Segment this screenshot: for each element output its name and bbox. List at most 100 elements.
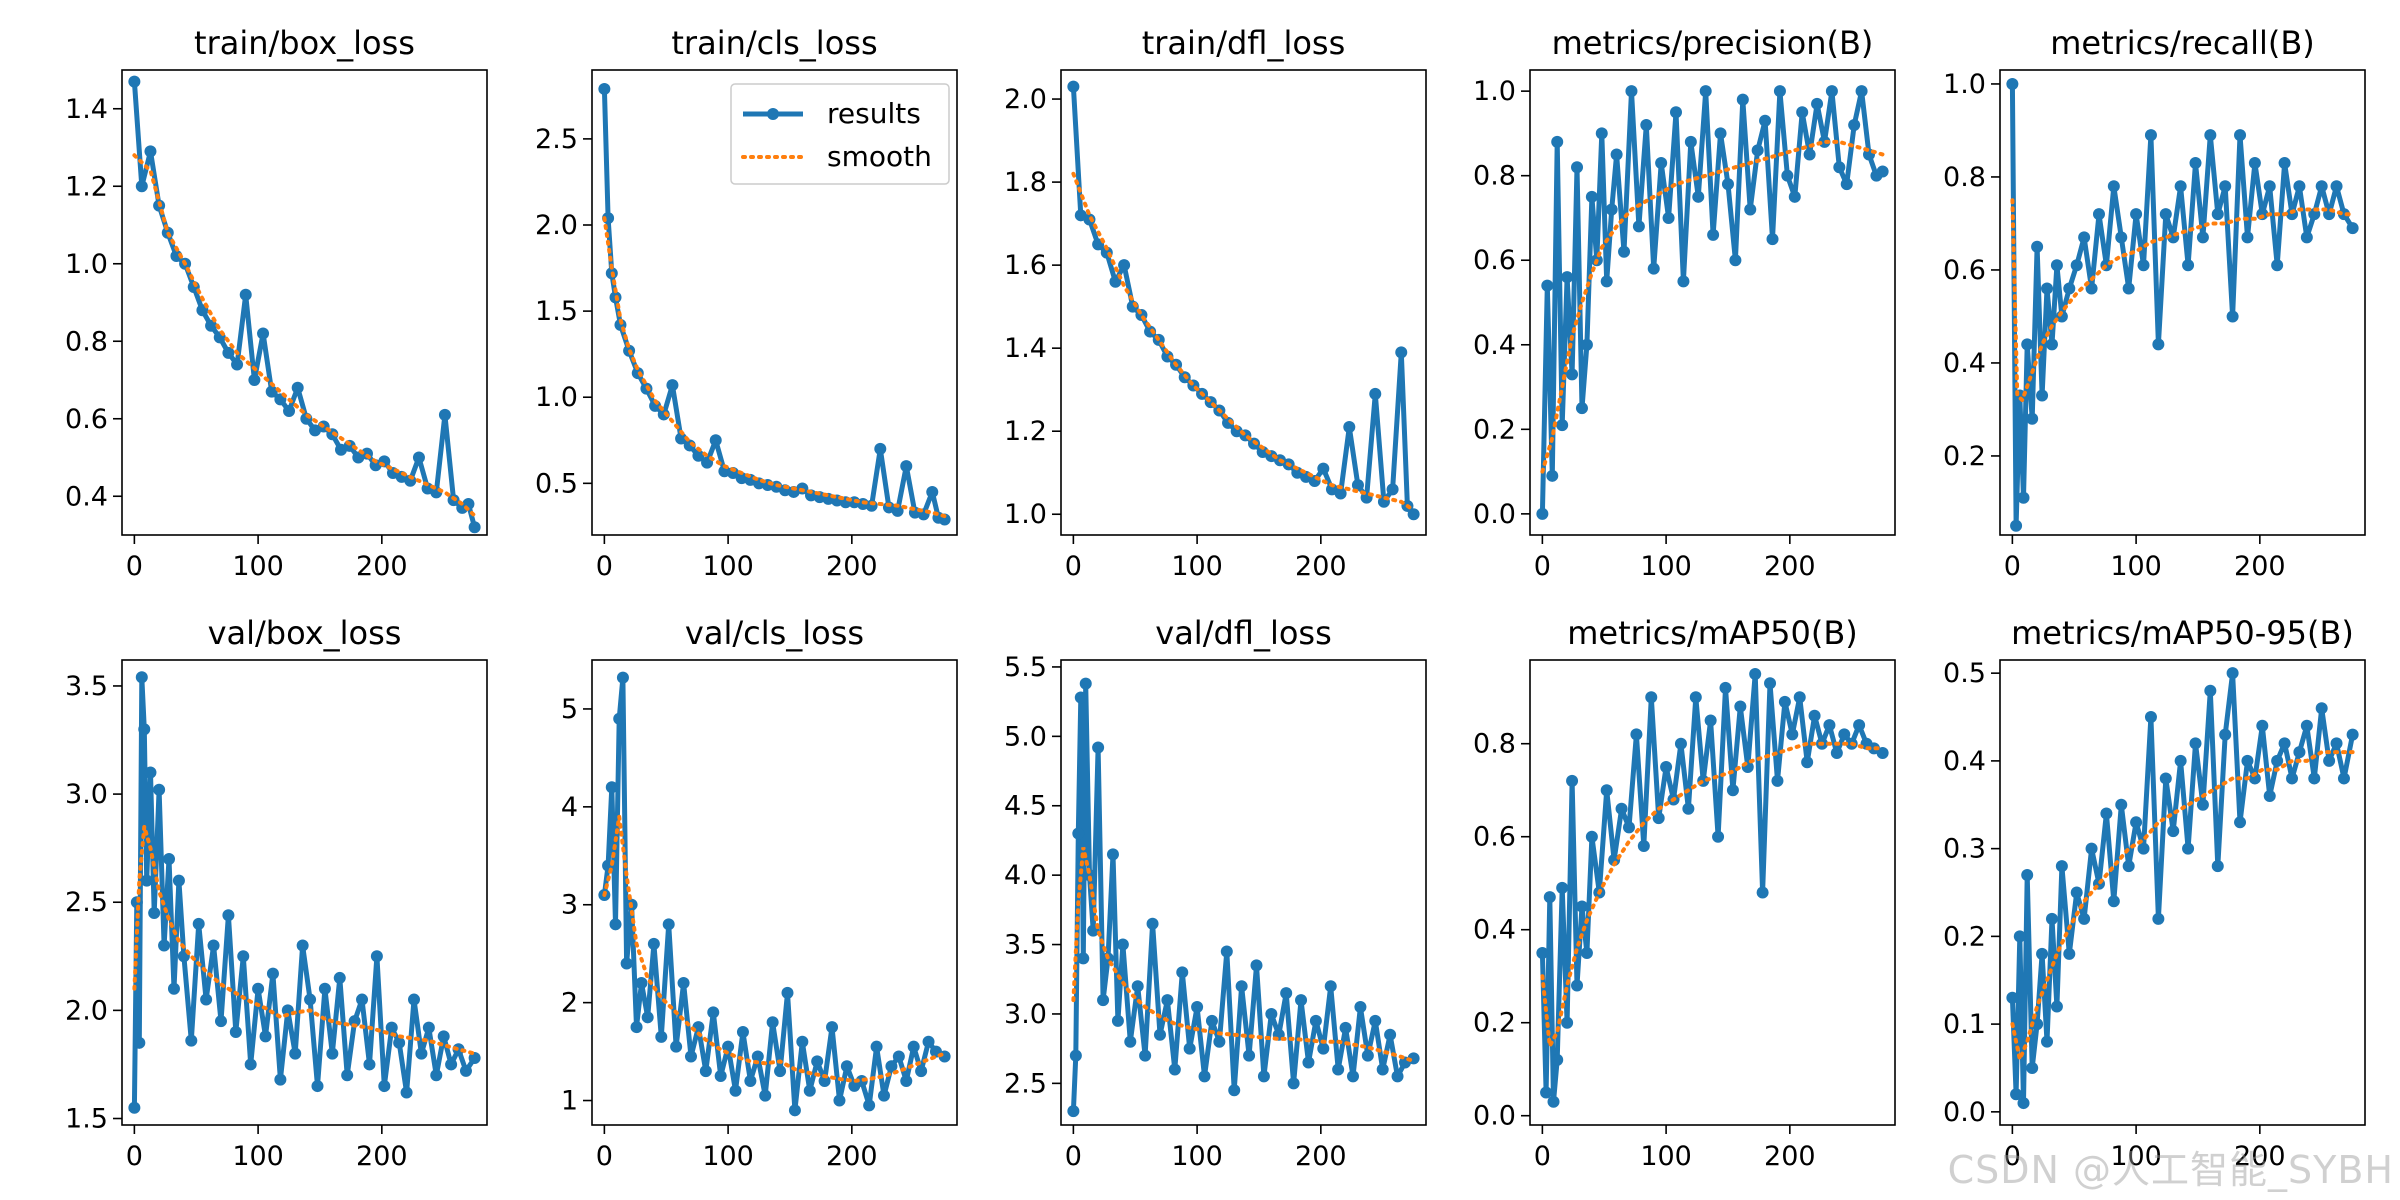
- results-line: [601, 675, 946, 1113]
- results-point: [736, 1026, 749, 1038]
- results-point: [2017, 491, 2030, 504]
- results-point: [1369, 1014, 1382, 1027]
- results-point: [1622, 821, 1635, 834]
- x-tick-label: 100: [702, 1141, 754, 1172]
- results-point: [2041, 282, 2054, 295]
- results-point: [1575, 900, 1588, 913]
- results-point: [2159, 208, 2172, 221]
- results-point: [1198, 1070, 1211, 1083]
- results-point: [1118, 259, 1131, 272]
- y-tick-label: 0.8: [1943, 162, 1986, 193]
- results-point: [1144, 325, 1157, 338]
- results-point: [1407, 508, 1420, 521]
- results-point: [598, 82, 611, 95]
- subplot-title: train/cls_loss: [671, 24, 877, 62]
- legend-results-marker: [767, 108, 779, 120]
- watermark: CSDN @人工智能_SYBH: [1947, 1148, 2394, 1192]
- results-point: [341, 1069, 354, 1082]
- results-point: [2152, 912, 2165, 925]
- axes-frame: [121, 659, 488, 1126]
- results-point: [205, 319, 218, 332]
- results-point: [1838, 728, 1851, 741]
- results-point: [1391, 1070, 1404, 1083]
- results-point: [2330, 737, 2343, 750]
- results-point: [138, 723, 151, 736]
- results-point: [1376, 1063, 1389, 1076]
- smooth-line: [2010, 198, 2355, 404]
- results-point: [1067, 1105, 1080, 1118]
- results-point: [2256, 719, 2269, 732]
- results-series: [2006, 77, 2359, 532]
- results-point: [1756, 886, 1769, 899]
- results-point: [281, 1004, 294, 1017]
- results-point: [1699, 85, 1712, 98]
- legend-box: [730, 83, 950, 185]
- results-point: [2006, 77, 2019, 90]
- results-point: [445, 1058, 458, 1071]
- results-point: [437, 1030, 450, 1043]
- results-point: [1183, 1042, 1196, 1055]
- results-point: [874, 442, 887, 455]
- results-point: [1386, 483, 1399, 496]
- results-point: [2293, 746, 2306, 759]
- results-point: [729, 1084, 742, 1097]
- results-point: [2107, 180, 2120, 193]
- results-point: [2070, 259, 2083, 272]
- y-tick-label: 5.5: [1004, 652, 1047, 683]
- y-tick-label: 4.5: [1004, 791, 1047, 822]
- results-point: [1801, 756, 1814, 769]
- results-point: [2085, 842, 2098, 855]
- y-tick-label: 0.6: [1473, 822, 1516, 853]
- results-point: [1615, 802, 1628, 815]
- results-point: [1106, 848, 1119, 861]
- results-point: [635, 977, 648, 990]
- results-point: [1660, 760, 1673, 773]
- results-point: [1759, 114, 1772, 127]
- subplot-metrics-precision-b-: metrics/precision(B) 0 100 200 0.0 0.2 0.4 0.6 0…: [1473, 24, 1896, 582]
- y-tick-label: 5: [561, 694, 578, 725]
- results-point: [1280, 987, 1293, 1000]
- y-tick-label: 0.2: [1943, 921, 1986, 952]
- results-point: [1384, 1028, 1397, 1041]
- results-point: [1536, 507, 1549, 520]
- y-tick-label: 0.3: [1943, 834, 1986, 865]
- results-point: [707, 1006, 720, 1019]
- y-tick-label: 4: [561, 792, 578, 823]
- results-point: [2271, 754, 2284, 767]
- results-point: [1146, 917, 1159, 930]
- results-point: [692, 449, 705, 462]
- y-tick-label: 0.2: [1473, 414, 1516, 445]
- results-point: [333, 971, 346, 984]
- results-point: [1749, 667, 1762, 680]
- results-point: [192, 917, 205, 930]
- results-point: [148, 907, 161, 920]
- results-point: [885, 1060, 898, 1073]
- results-point: [158, 939, 171, 952]
- x-tick-label: 100: [1171, 551, 1223, 582]
- results-point: [2092, 208, 2105, 221]
- results-point: [1692, 190, 1705, 203]
- results-point: [1361, 1049, 1374, 1062]
- results-point: [2070, 886, 2083, 899]
- results-point: [2323, 754, 2336, 767]
- results-point: [926, 485, 939, 498]
- results-point: [2248, 157, 2261, 169]
- results-point: [257, 327, 270, 340]
- results-point: [1876, 747, 1889, 759]
- results-point: [1161, 994, 1174, 1007]
- results-point: [1295, 994, 1308, 1007]
- results-point: [438, 408, 451, 421]
- results-point: [2196, 231, 2209, 244]
- results-point: [1677, 275, 1690, 288]
- results-point: [1833, 161, 1846, 174]
- results-point: [2159, 772, 2172, 785]
- results-point: [2286, 772, 2298, 785]
- results-point: [1876, 165, 1889, 178]
- results-point: [811, 1055, 824, 1068]
- legend-smooth-label: smooth: [827, 140, 932, 173]
- y-tick-label: 3: [561, 890, 578, 921]
- results-point: [153, 783, 166, 796]
- smooth-line: [132, 153, 477, 518]
- results-point: [641, 1011, 654, 1024]
- results-point: [172, 874, 185, 887]
